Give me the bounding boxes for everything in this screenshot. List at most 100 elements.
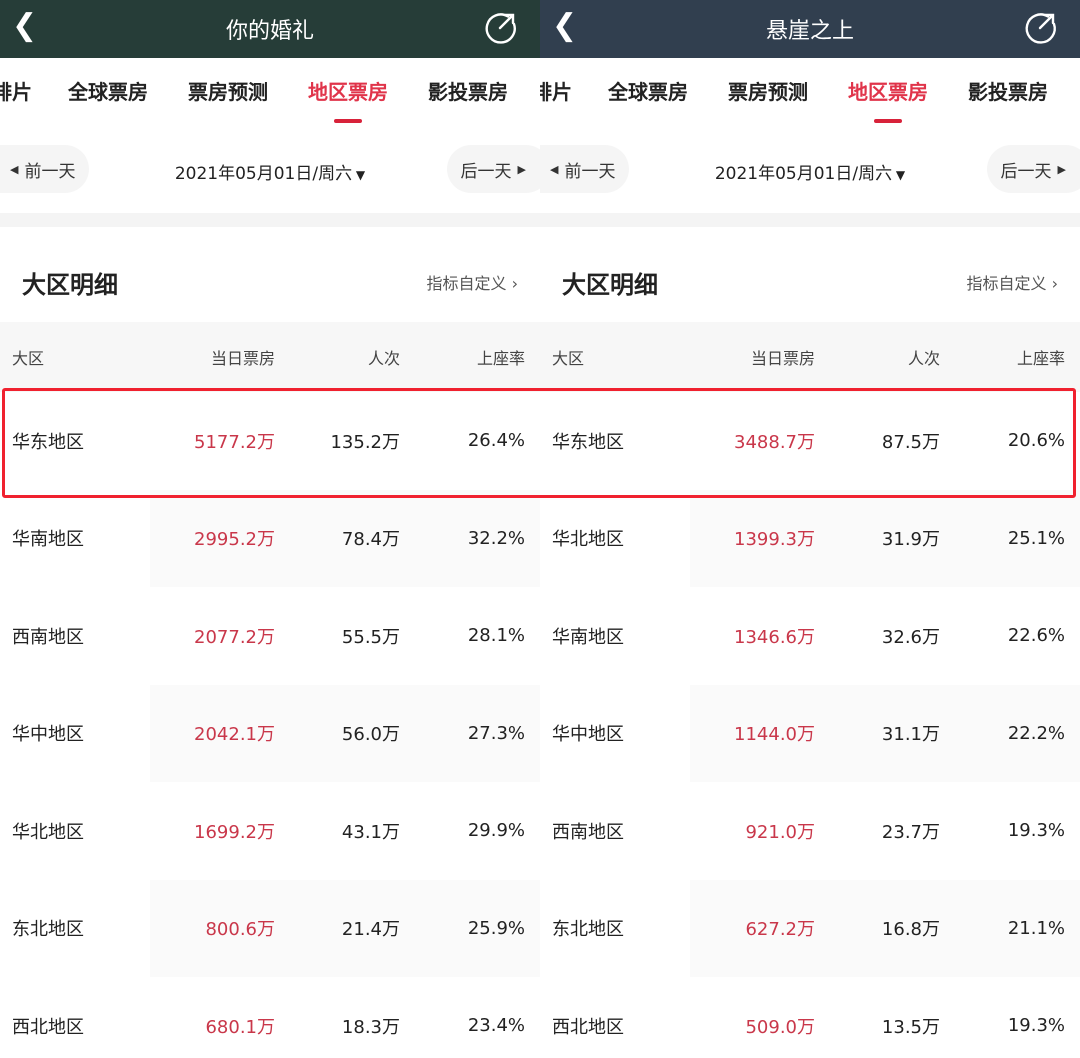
cell-c1: 华北地区 (540, 489, 690, 587)
cell-c3: 32.6万 (881, 626, 940, 648)
table-body: 华东地区 5177.2万 135.2万 26.4% 华南地区 2995.2万 78.4万 32… (0, 392, 540, 1058)
table-row[interactable]: 西北地区 680.1万 18.3万 23.4% (0, 977, 540, 1058)
table-row[interactable]: 西北地区 509.0万 13.5万 19.3% (540, 977, 1080, 1058)
movie-title: 悬崖之上 (765, 19, 854, 44)
cell-c3: 21.4万 (341, 919, 400, 941)
cell-c2: 1346.6万 (734, 626, 815, 648)
cell-c1: 东北地区 (540, 879, 690, 977)
movie-title: 你的婚礼 (225, 19, 314, 44)
table-row[interactable]: 华中地区 2042.1万 56.0万 27.3% (0, 684, 540, 782)
cell-c3: 13.5万 (881, 1016, 940, 1038)
cell-c3: 43.1万 (341, 821, 400, 843)
cell-c2: 3488.7万 (734, 431, 815, 453)
cell-c1: 西南地区 (540, 782, 690, 880)
customize-link[interactable]: 指标自定义 › (426, 274, 519, 293)
cell-c4: 21.1% (1007, 917, 1065, 939)
cell-c4: 22.2% (1007, 722, 1065, 744)
next-day-button[interactable]: 后一天 ▶ (446, 145, 540, 193)
table-row[interactable]: 华南地区 1346.6万 32.6万 22.6% (540, 587, 1080, 685)
table-row[interactable]: 华南地区 2995.2万 78.4万 32.2% (0, 489, 540, 587)
cell-c1: 华北地区 (0, 782, 150, 880)
table-header: 大区 当日票房 人次 上座率 (540, 322, 1080, 392)
tab-bar: 排片 全球票房 票房预测 地区票房 影投票房 (540, 58, 1080, 125)
customize-link[interactable]: 指标自定义 › (966, 274, 1059, 293)
table-header: 大区 当日票房 人次 上座率 (0, 322, 540, 392)
tab-4[interactable]: 影投票房 (428, 80, 508, 104)
cell-c2: 1144.0万 (734, 724, 815, 746)
table-row[interactable]: 华中地区 1144.0万 31.1万 22.2% (540, 684, 1080, 782)
cell-c2: 2042.1万 (194, 724, 275, 746)
cell-c4: 19.3% (1007, 820, 1065, 842)
table-row[interactable]: 东北地区 627.2万 16.8万 21.1% (540, 879, 1080, 977)
tab-4[interactable]: 影投票房 (968, 80, 1048, 104)
cell-c4: 19.3% (1007, 1015, 1065, 1037)
cell-c1: 东北地区 (0, 879, 150, 977)
cell-c4: 25.9% (467, 917, 525, 939)
cell-c4: 20.6% (1007, 430, 1065, 452)
cell-c2: 2995.2万 (194, 529, 275, 551)
next-day-button[interactable]: 后一天 ▶ (986, 145, 1080, 193)
tab-3[interactable]: 地区票房 (308, 76, 388, 123)
table-row[interactable]: 华北地区 1699.2万 43.1万 29.9% (0, 782, 540, 880)
table-row[interactable]: 华北地区 1399.3万 31.9万 25.1% (540, 489, 1080, 587)
table-row[interactable]: 西南地区 921.0万 23.7万 19.3% (540, 782, 1080, 880)
date-selector[interactable]: 2021年05月01日/周六 ▼ (174, 164, 366, 184)
section-title: 大区明细 (562, 271, 658, 299)
back-icon[interactable]: ❮ (552, 8, 578, 43)
share-icon[interactable] (484, 10, 518, 44)
panel-0: ❮ 你的婚礼 排片 全球票房 票房预测 地区票房 影投票房 ◀ 前一天 2021年05月0… (0, 0, 540, 1058)
tab-3[interactable]: 地区票房 (848, 76, 928, 123)
cell-c2: 921.0万 (745, 821, 815, 843)
cell-c3: 87.5万 (881, 431, 940, 453)
cell-c1: 华南地区 (0, 489, 150, 587)
cell-c3: 23.7万 (881, 821, 940, 843)
cell-c1: 华中地区 (540, 684, 690, 782)
share-icon[interactable] (1024, 10, 1058, 44)
cell-c3: 135.2万 (330, 431, 400, 453)
caret-right-icon: ▶ (1057, 162, 1066, 176)
table-row[interactable]: 华东地区 5177.2万 135.2万 26.4% (0, 392, 540, 490)
cell-c2: 509.0万 (745, 1016, 815, 1038)
cell-c2: 1699.2万 (194, 821, 275, 843)
cell-c4: 29.9% (467, 820, 525, 842)
cell-c3: 31.9万 (881, 529, 940, 551)
cell-c3: 18.3万 (341, 1016, 400, 1038)
cell-c2: 5177.2万 (194, 431, 275, 453)
divider (0, 213, 540, 227)
date-selector[interactable]: 2021年05月01日/周六 ▼ (714, 164, 906, 184)
tab-2[interactable]: 票房预测 (728, 80, 808, 104)
caret-down-icon: ▼ (892, 168, 906, 182)
cell-c4: 26.4% (467, 430, 525, 452)
tab-bar: 排片 全球票房 票房预测 地区票房 影投票房 (0, 58, 540, 125)
panel-1: ❮ 悬崖之上 排片 全球票房 票房预测 地区票房 影投票房 ◀ 前一天 2021年05月0… (540, 0, 1080, 1058)
tab-1[interactable]: 全球票房 (608, 80, 688, 104)
table-row[interactable]: 西南地区 2077.2万 55.5万 28.1% (0, 587, 540, 685)
cell-c3: 55.5万 (341, 626, 400, 648)
cell-c3: 16.8万 (881, 919, 940, 941)
caret-left-icon: ◀ (10, 162, 19, 176)
header: ❮ 悬崖之上 (540, 0, 1080, 58)
caret-down-icon: ▼ (352, 168, 366, 182)
cell-c1: 华中地区 (0, 684, 150, 782)
tab-1[interactable]: 全球票房 (68, 80, 148, 104)
table-row[interactable]: 东北地区 800.6万 21.4万 25.9% (0, 879, 540, 977)
tab-0[interactable]: 排片 (540, 80, 572, 104)
caret-right-icon: ▶ (517, 162, 526, 176)
back-icon[interactable]: ❮ (12, 8, 38, 43)
cell-c1: 华南地区 (540, 587, 690, 685)
tab-0[interactable]: 排片 (0, 80, 32, 104)
cell-c4: 32.2% (467, 527, 525, 549)
tab-2[interactable]: 票房预测 (188, 80, 268, 104)
caret-left-icon: ◀ (550, 162, 559, 176)
cell-c4: 25.1% (1007, 527, 1065, 549)
cell-c3: 56.0万 (341, 724, 400, 746)
cell-c3: 78.4万 (341, 529, 400, 551)
prev-day-button[interactable]: ◀ 前一天 (0, 145, 90, 193)
table-row[interactable]: 华东地区 3488.7万 87.5万 20.6% (540, 392, 1080, 490)
cell-c1: 华东地区 (540, 392, 690, 490)
section-title: 大区明细 (22, 271, 118, 299)
cell-c2: 800.6万 (205, 919, 275, 941)
prev-day-button[interactable]: ◀ 前一天 (540, 145, 630, 193)
cell-c4: 23.4% (467, 1015, 525, 1037)
cell-c2: 2077.2万 (194, 626, 275, 648)
